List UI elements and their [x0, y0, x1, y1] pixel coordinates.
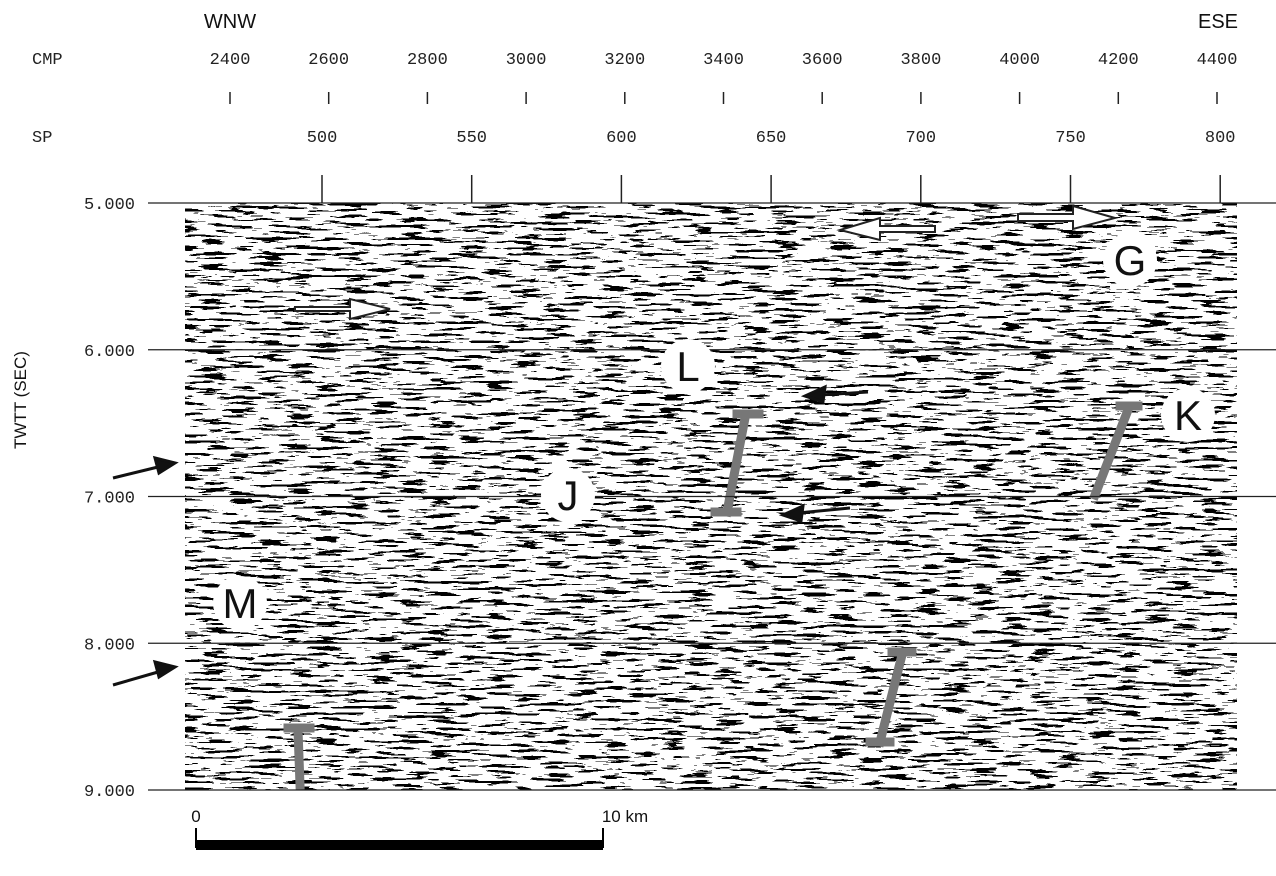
seismic-figure: WNW ESE CMP SP TWTT (SEC) 0 10 km 2400 26… [0, 0, 1276, 876]
region-label: G [1114, 237, 1147, 284]
scale-start: 0 [191, 807, 200, 826]
cmp-tick-label: 3800 [900, 51, 941, 70]
cmp-tick-label: 4400 [1197, 51, 1238, 70]
direction-left: WNW [204, 11, 256, 33]
sp-tick-label: 500 [307, 129, 338, 148]
scale-end: 10 km [602, 807, 648, 826]
region-label: M [223, 580, 258, 627]
y-tick-label: 5.000 [84, 196, 135, 215]
cmp-tick-label: 3600 [802, 51, 843, 70]
cmp-tick-label: 3400 [703, 51, 744, 70]
cmp-tick-label: 3000 [506, 51, 547, 70]
region-label: L [676, 343, 699, 390]
sp-tick-label: 650 [756, 129, 787, 148]
cmp-label: CMP [32, 51, 63, 70]
cmp-tick-label: 4000 [999, 51, 1040, 70]
region-label: K [1174, 392, 1202, 439]
cmp-tick-label: 3200 [604, 51, 645, 70]
cmp-tick-label: 2600 [308, 51, 349, 70]
sp-tick-label: 700 [905, 129, 936, 148]
sp-tick-label: 750 [1055, 129, 1086, 148]
y-tick-label: 6.000 [84, 343, 135, 362]
direction-right: ESE [1198, 11, 1238, 33]
y-tick-label: 9.000 [84, 783, 135, 802]
sp-tick-label: 550 [456, 129, 487, 148]
y-axis-label: TWTT (SEC) [11, 351, 30, 449]
scale-bar [196, 840, 603, 850]
sp-label: SP [32, 129, 52, 148]
sp-tick-label: 600 [606, 129, 637, 148]
sp-tick-label: 800 [1205, 129, 1236, 148]
y-tick-label: 7.000 [84, 490, 135, 509]
cmp-tick-label: 2400 [210, 51, 251, 70]
cmp-tick-label: 2800 [407, 51, 448, 70]
y-tick-label: 8.000 [84, 636, 135, 655]
region-label: J [558, 472, 579, 519]
cmp-tick-label: 4200 [1098, 51, 1139, 70]
